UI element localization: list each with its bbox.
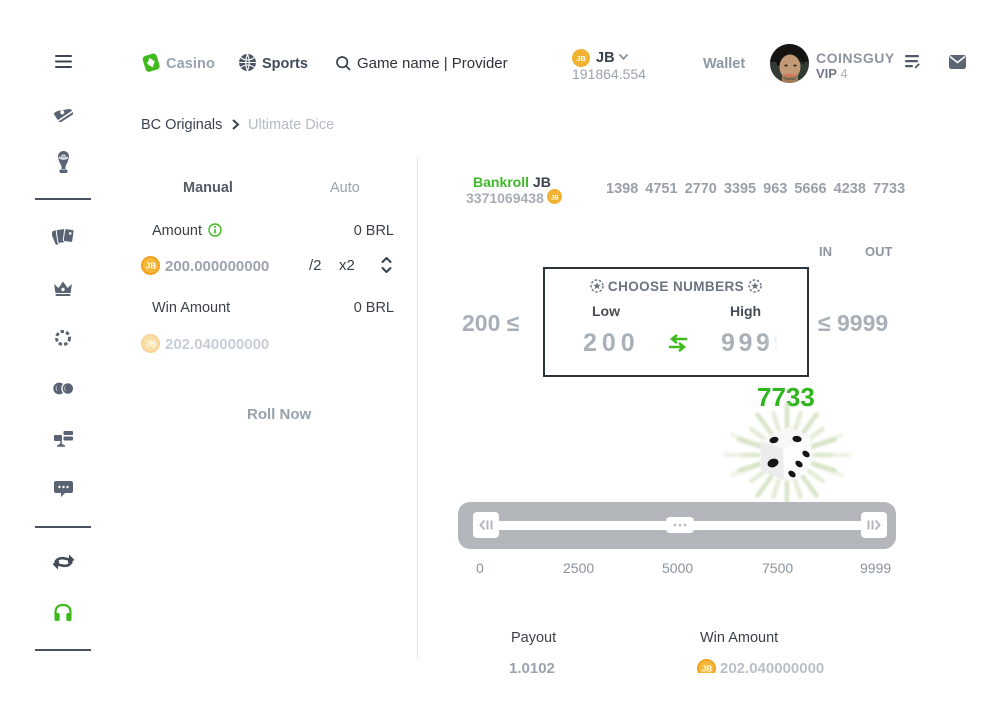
- svg-text:JB: JB: [702, 665, 712, 673]
- svg-text:JB: JB: [576, 54, 586, 63]
- svg-text:JB: JB: [146, 262, 156, 271]
- svg-text:JB: JB: [146, 340, 156, 349]
- svg-text:JB: JB: [551, 195, 559, 201]
